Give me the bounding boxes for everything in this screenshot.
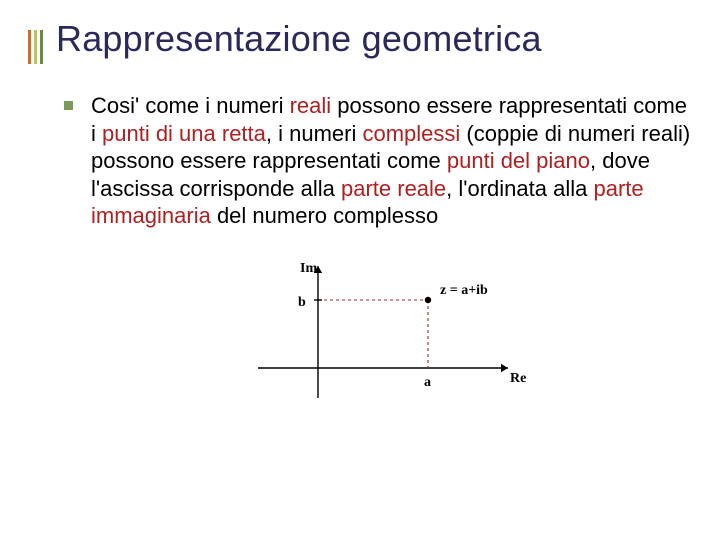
svg-text:z = a+ib: z = a+ib <box>440 283 488 298</box>
svg-text:a: a <box>424 375 431 390</box>
accent-bar-2 <box>34 30 37 64</box>
accent-bar-3 <box>40 30 43 64</box>
svg-text:Im: Im <box>300 261 317 276</box>
complex-plane-diagram: Im Re b a z = a+ib <box>228 258 528 418</box>
slide-title: Rappresentazione geometrica <box>56 18 542 60</box>
bullet-row: Cosi' come i numeri reali possono essere… <box>64 92 692 230</box>
body-paragraph: Cosi' come i numeri reali possono essere… <box>91 92 692 230</box>
title-accent <box>28 30 46 64</box>
svg-text:Re: Re <box>510 371 526 386</box>
svg-text:b: b <box>298 295 306 310</box>
diagram-wrap: Im Re b a z = a+ib <box>64 258 692 418</box>
bullet-icon <box>64 101 73 110</box>
slide-body: Cosi' come i numeri reali possono essere… <box>28 92 692 418</box>
accent-bar-1 <box>28 30 31 64</box>
title-row: Rappresentazione geometrica <box>28 18 692 64</box>
slide: Rappresentazione geometrica Cosi' come i… <box>0 0 720 540</box>
